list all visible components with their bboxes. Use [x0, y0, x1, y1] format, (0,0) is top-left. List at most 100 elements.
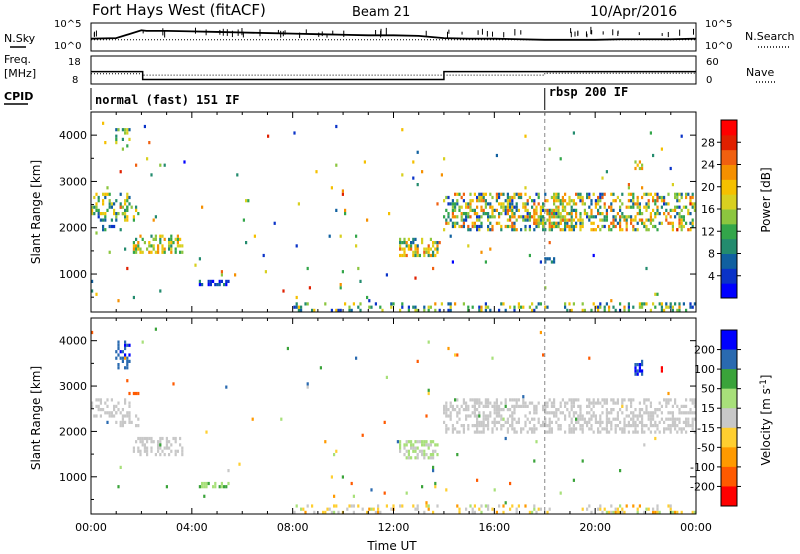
- range-gate-cell: [416, 359, 419, 363]
- range-gate-cell: [542, 408, 545, 412]
- range-gate-cell: [502, 192, 505, 196]
- range-gate-cell: [548, 241, 551, 245]
- range-gate-cell: [652, 507, 655, 511]
- range-gate-cell: [612, 417, 615, 421]
- range-gate-cell: [570, 224, 573, 229]
- range-gate-cell: [348, 305, 351, 309]
- range-gate-cell: [445, 424, 448, 428]
- range-gate-cell: [454, 427, 457, 431]
- range-gate-cell: [172, 436, 175, 441]
- range-gate-cell: [427, 308, 430, 312]
- range-gate-cell: [586, 215, 589, 219]
- range-gate-cell: [680, 228, 683, 232]
- range-gate-cell: [273, 221, 276, 225]
- range-gate-cell: [535, 408, 538, 412]
- range-gate-cell: [592, 253, 595, 258]
- range-gate-cell: [685, 195, 688, 200]
- range-gate-cell: [691, 305, 694, 309]
- range-gate-cell: [559, 228, 562, 232]
- range-gate-cell: [148, 141, 151, 145]
- range-gate-cell: [126, 359, 129, 363]
- range-gate-cell: [522, 305, 525, 309]
- range-gate-cell: [361, 433, 364, 437]
- range-gate-cell: [225, 385, 228, 389]
- range-gate-cell: [403, 237, 406, 241]
- range-gate-cell: [126, 205, 129, 209]
- range-gate-cell: [669, 507, 672, 511]
- range-gate-cell: [638, 411, 641, 415]
- range-gate-cell: [467, 212, 470, 216]
- range-gate-cell: [597, 507, 600, 511]
- range-gate-cell: [403, 443, 406, 447]
- range-gate-cell: [509, 202, 512, 206]
- range-gate-cell: [121, 356, 124, 360]
- range-gate-cell: [473, 212, 476, 216]
- range-gate-cell: [203, 485, 206, 489]
- range-gate-cell: [93, 212, 96, 216]
- range-gate-cell: [601, 404, 604, 408]
- colorbar-tick-label: 24: [701, 159, 715, 172]
- range-gate-cell: [124, 247, 127, 251]
- range-gate-cell: [590, 414, 593, 418]
- range-gate-cell: [447, 414, 450, 418]
- range-gate-cell: [346, 507, 349, 511]
- range-gate-cell: [539, 218, 542, 222]
- range-gate-cell: [597, 401, 600, 405]
- range-gate-cell: [410, 443, 413, 447]
- range-gate-cell: [610, 510, 613, 514]
- range-gate-cell: [599, 414, 602, 418]
- range-gate-cell: [370, 488, 373, 492]
- range-gate-cell: [502, 205, 505, 209]
- range-gate-cell: [443, 420, 446, 424]
- range-gate-cell: [623, 398, 626, 402]
- range-gate-cell: [370, 507, 373, 511]
- range-gate-cell: [478, 224, 481, 229]
- range-gate-cell: [575, 192, 578, 196]
- range-gate-cell: [128, 404, 131, 408]
- range-gate-cell: [456, 192, 459, 196]
- range-gate-cell: [623, 430, 626, 434]
- range-gate-cell: [489, 308, 492, 312]
- range-gate-cell: [161, 449, 164, 453]
- range-gate-cell: [557, 208, 560, 212]
- range-gate-cell: [113, 414, 116, 418]
- range-gate-cell: [339, 286, 342, 290]
- range-gate-cell: [636, 430, 639, 434]
- range-gate-cell: [511, 414, 514, 418]
- range-gate-cell: [665, 427, 668, 431]
- range-gate-cell: [638, 218, 641, 222]
- range-gate-cell: [689, 302, 692, 306]
- range-gate-cell: [132, 449, 135, 453]
- range-gate-cell: [610, 411, 613, 415]
- range-gate-cell: [115, 141, 118, 145]
- range-gate-cell: [605, 414, 608, 418]
- range-gate-cell: [476, 195, 479, 200]
- range-gate-cell: [489, 192, 492, 196]
- range-gate-cell: [132, 247, 135, 251]
- range-gate-cell: [297, 308, 300, 312]
- range-gate-cell: [526, 199, 529, 203]
- range-gate-cell: [542, 208, 545, 212]
- range-gate-cell: [454, 302, 457, 306]
- range-gate-cell: [674, 420, 677, 424]
- range-gate-cell: [126, 128, 129, 132]
- range-gate-cell: [139, 234, 142, 238]
- range-gate-cell: [528, 510, 531, 514]
- range-gate-cell: [531, 510, 534, 514]
- range-gate-cell: [586, 192, 589, 196]
- range-gate-cell: [619, 221, 622, 225]
- range-gate-cell: [473, 208, 476, 212]
- range-gate-cell: [137, 446, 140, 450]
- range-gate-cell: [592, 228, 595, 232]
- range-gate-cell: [579, 212, 582, 216]
- range-gate-cell: [117, 299, 120, 303]
- range-gate-cell: [495, 195, 498, 200]
- range-gate-cell: [667, 417, 670, 421]
- range-gate-cell: [588, 192, 591, 196]
- range-gate-cell: [693, 417, 696, 421]
- range-gate-cell: [515, 404, 518, 408]
- range-gate-cell: [522, 401, 525, 405]
- range-gate-cell: [135, 163, 138, 167]
- range-gate-cell: [660, 411, 663, 415]
- nave-label: Nave: [746, 66, 774, 79]
